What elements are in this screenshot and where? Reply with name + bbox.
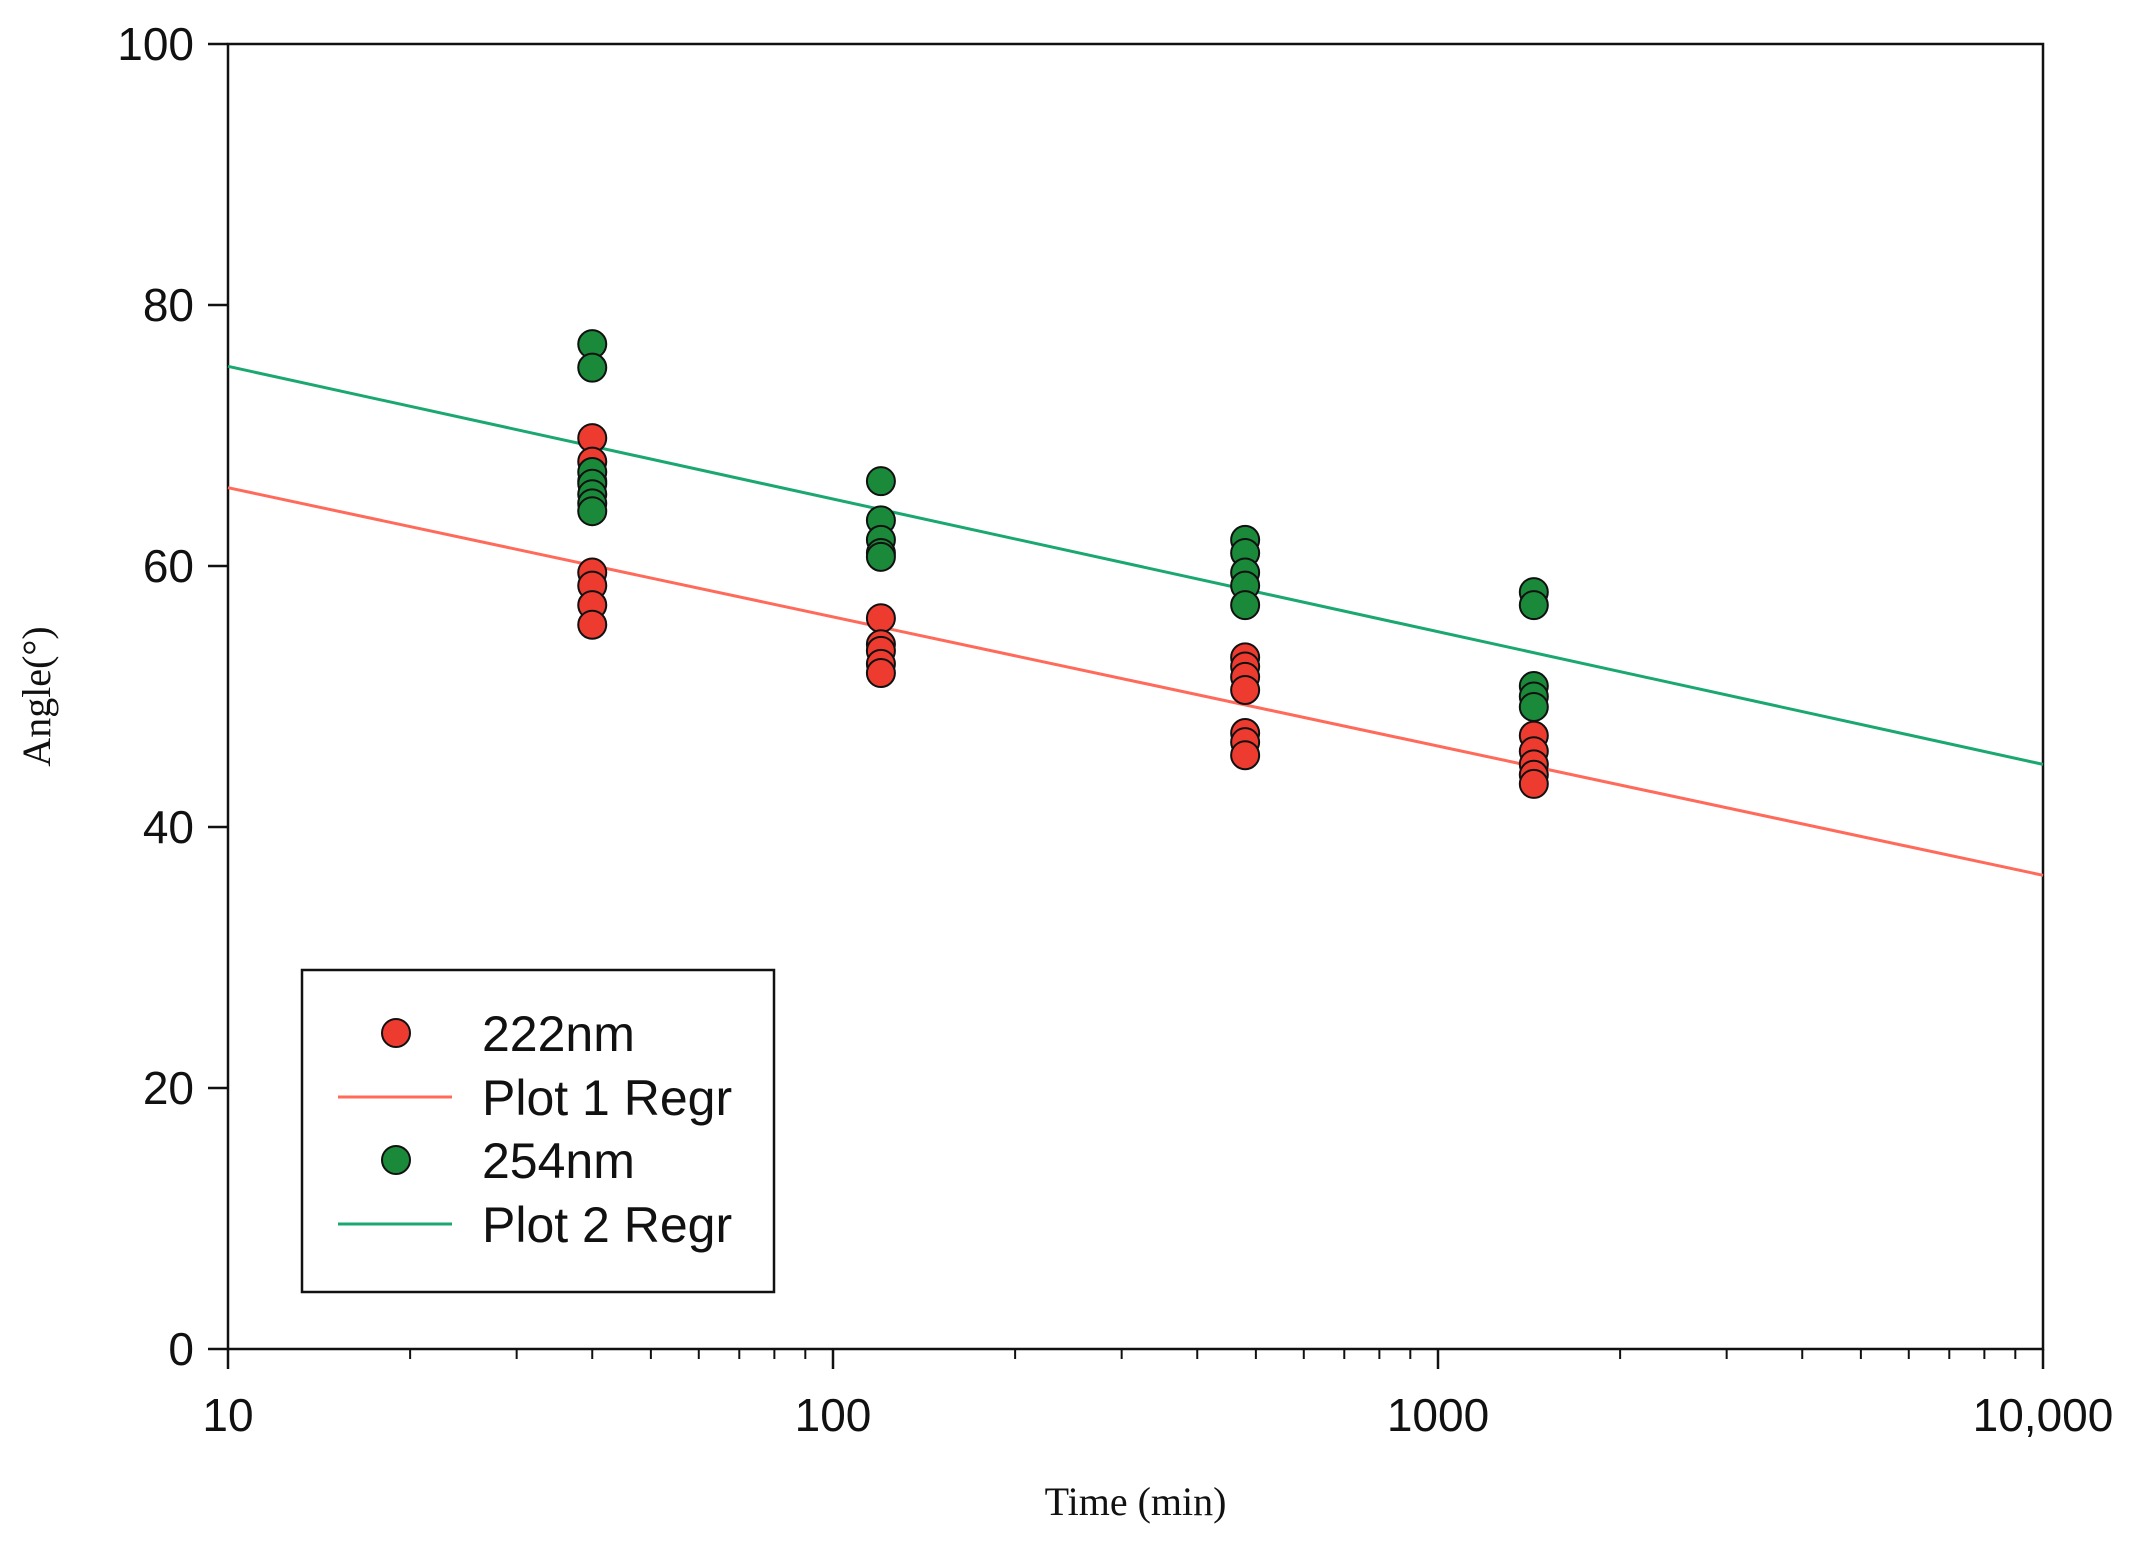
y-tick-label: 60 bbox=[143, 540, 194, 592]
data-point bbox=[1230, 740, 1261, 771]
x-tick-label: 100 bbox=[795, 1389, 872, 1441]
data-point bbox=[865, 603, 896, 634]
x-axis-title: Time (min) bbox=[1045, 1479, 1227, 1524]
legend-box bbox=[300, 968, 776, 1294]
y-tick-label: 40 bbox=[143, 801, 194, 853]
legend-label: 254nm bbox=[482, 1133, 635, 1189]
y-tick-label: 0 bbox=[168, 1323, 194, 1375]
data-point bbox=[577, 496, 608, 527]
data-point bbox=[1518, 590, 1549, 621]
legend-marker bbox=[381, 1145, 411, 1175]
data-point bbox=[1230, 674, 1261, 705]
regression-line bbox=[227, 364, 2044, 766]
data-point bbox=[577, 609, 608, 640]
y-tick-label: 80 bbox=[143, 279, 194, 331]
legend-marker bbox=[381, 1018, 411, 1048]
y-tick-label: 20 bbox=[143, 1062, 194, 1114]
data-point bbox=[577, 352, 608, 383]
regression-line bbox=[227, 486, 2044, 877]
data-point bbox=[865, 466, 896, 497]
data-point bbox=[1518, 691, 1549, 722]
x-tick-label: 1000 bbox=[1387, 1389, 1489, 1441]
x-tick-label: 10,000 bbox=[1973, 1389, 2114, 1441]
data-point bbox=[1518, 768, 1549, 799]
data-point bbox=[1230, 590, 1261, 621]
legend-label: Plot 1 Regr bbox=[482, 1070, 732, 1126]
data-point bbox=[865, 541, 896, 572]
y-axis-title: Angle(°) bbox=[14, 626, 59, 766]
data-point bbox=[865, 658, 896, 689]
legend-label: 222nm bbox=[482, 1006, 635, 1062]
plot-frame bbox=[226, 42, 2045, 1351]
x-tick-label: 10 bbox=[202, 1389, 253, 1441]
legend-label: Plot 2 Regr bbox=[482, 1197, 732, 1253]
y-tick-label: 100 bbox=[117, 18, 194, 70]
